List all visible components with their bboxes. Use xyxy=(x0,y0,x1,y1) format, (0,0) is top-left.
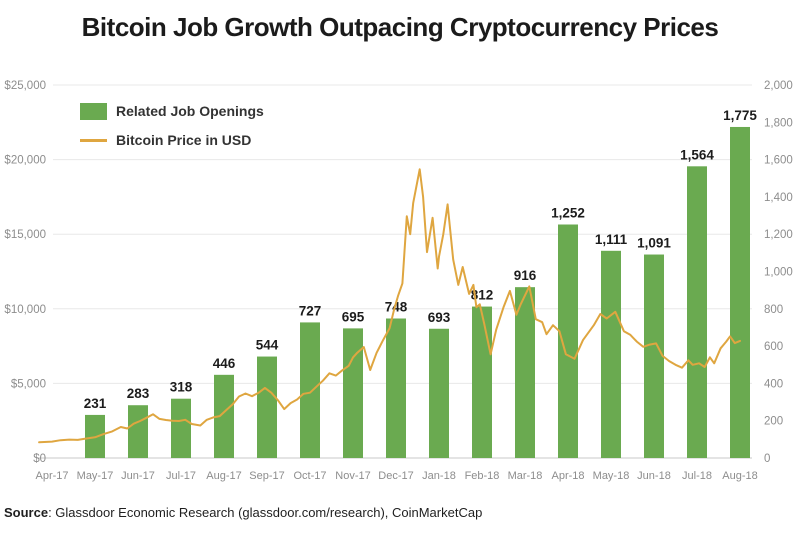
x-axis-label-Nov-17: Nov-17 xyxy=(335,470,370,482)
bar-value-label: 693 xyxy=(428,310,451,325)
right-axis-tick-label: 600 xyxy=(764,341,783,353)
bar-Sep-17 xyxy=(257,356,277,458)
bar-Jun-17 xyxy=(128,405,148,458)
bar-value-label: 1,111 xyxy=(595,232,628,247)
right-axis-tick-label: 1,000 xyxy=(764,267,793,279)
bar-value-label: 748 xyxy=(385,299,408,314)
x-axis-label-Mar-18: Mar-18 xyxy=(508,470,543,482)
bar-swatch-icon xyxy=(80,102,107,120)
bar-Jul-17 xyxy=(171,398,191,458)
x-axis-label-Oct-17: Oct-17 xyxy=(293,470,326,482)
right-axis-tick-label: 1,600 xyxy=(764,155,793,167)
chart-legend: Related Job Openings Bitcoin Price in US… xyxy=(80,100,264,158)
legend-line-label: Bitcoin Price in USD xyxy=(116,132,252,148)
x-axis-label-May-17: May-17 xyxy=(77,470,114,482)
bar-Feb-18 xyxy=(472,306,492,458)
bar-Aug-18 xyxy=(730,126,750,459)
right-axis-tick-label: 800 xyxy=(764,304,783,316)
bar-value-label: 727 xyxy=(299,303,322,318)
bar-Jul-18 xyxy=(687,166,707,458)
x-axis-label-Jun-17: Jun-17 xyxy=(121,470,155,482)
left-axis-tick-label: $20,000 xyxy=(4,155,46,167)
left-axis-tick-label: $10,000 xyxy=(4,304,46,316)
right-axis-tick-label: 400 xyxy=(764,378,783,390)
bar-Jan-18 xyxy=(429,328,449,458)
x-axis-label-Jul-18: Jul-18 xyxy=(682,470,712,482)
right-axis-tick-label: 1,200 xyxy=(764,229,793,241)
left-axis-tick-label: $15,000 xyxy=(4,229,46,241)
bar-value-label: 446 xyxy=(213,356,236,371)
x-axis-label-Feb-18: Feb-18 xyxy=(465,470,500,482)
x-axis-label-Aug-17: Aug-17 xyxy=(206,470,241,482)
left-axis-tick-label: $0 xyxy=(33,453,46,465)
x-axis-label-Apr-17: Apr-17 xyxy=(35,470,68,482)
source-note: Source: Glassdoor Economic Research (gla… xyxy=(4,505,482,520)
right-axis-tick-label: 200 xyxy=(764,416,783,428)
right-axis-tick-label: 1,400 xyxy=(764,192,793,204)
source-label: Source xyxy=(4,505,49,520)
x-axis-label-May-18: May-18 xyxy=(593,470,630,482)
line-swatch-icon xyxy=(80,138,107,142)
source-text: : Glassdoor Economic Research (glassdoor… xyxy=(48,505,483,520)
right-axis-tick-label: 1,800 xyxy=(764,117,793,129)
bar-Apr-18 xyxy=(558,224,578,458)
bar-Dec-17 xyxy=(386,318,406,458)
bitcoin-price-line xyxy=(38,168,741,444)
bar-value-label: 544 xyxy=(256,338,279,353)
bar-value-label: 695 xyxy=(342,309,365,324)
bar-value-label: 231 xyxy=(84,396,107,411)
legend-bar-label: Related Job Openings xyxy=(116,103,264,119)
bar-Mar-18 xyxy=(515,287,535,458)
bar-value-label: 283 xyxy=(127,386,150,401)
bar-value-label: 812 xyxy=(471,288,494,303)
right-axis-tick-label: 2,000 xyxy=(764,80,793,92)
x-axis-label-Sep-17: Sep-17 xyxy=(249,470,284,482)
bar-value-label: 1,091 xyxy=(637,236,671,251)
legend-item-bitcoin-price: Bitcoin Price in USD xyxy=(80,129,264,151)
bar-value-label: 1,564 xyxy=(680,147,714,162)
bar-May-18 xyxy=(601,250,621,458)
x-axis-label-Jul-17: Jul-17 xyxy=(166,470,196,482)
bar-value-label: 916 xyxy=(514,268,537,283)
right-axis-tick-label: 0 xyxy=(764,453,770,465)
x-axis-label-Apr-18: Apr-18 xyxy=(551,470,584,482)
bar-value-label: 1,775 xyxy=(723,108,757,123)
bar-Nov-17 xyxy=(343,328,363,458)
chart-title: Bitcoin Job Growth Outpacing Cryptocurre… xyxy=(81,12,719,42)
left-axis-tick-label: $25,000 xyxy=(4,80,46,92)
x-axis-label-Aug-18: Aug-18 xyxy=(722,470,757,482)
bar-value-label: 318 xyxy=(170,380,193,395)
bar-Aug-17 xyxy=(214,374,234,458)
bar-Oct-17 xyxy=(300,322,320,458)
x-axis-label-Jan-18: Jan-18 xyxy=(422,470,456,482)
x-axis-label-Jun-18: Jun-18 xyxy=(637,470,671,482)
bar-Jun-18 xyxy=(644,254,664,458)
left-axis-tick-label: $5,000 xyxy=(11,378,46,390)
legend-item-job-openings: Related Job Openings xyxy=(80,100,264,122)
x-axis-label-Dec-17: Dec-17 xyxy=(378,470,413,482)
bar-value-label: 1,252 xyxy=(551,206,585,221)
